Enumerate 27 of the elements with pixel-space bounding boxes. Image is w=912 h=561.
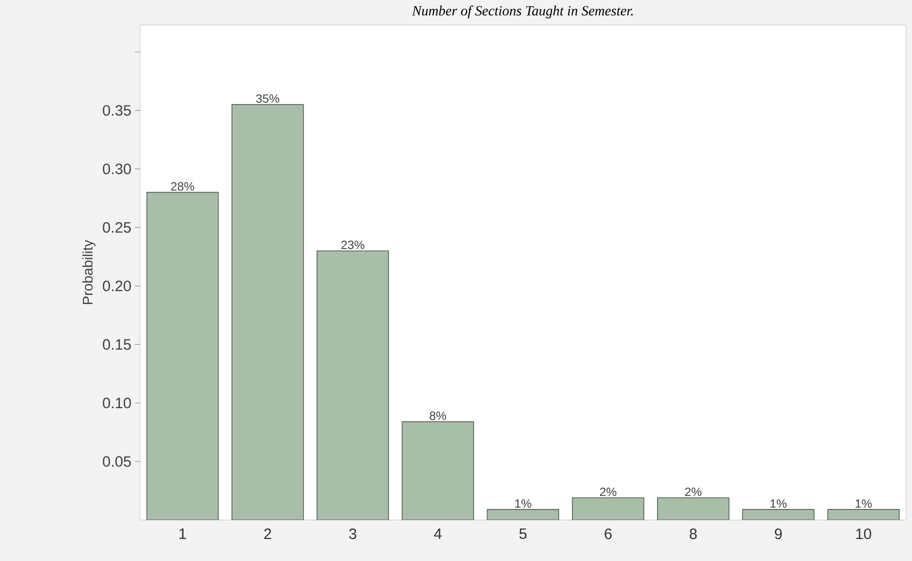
x-tick-label: 9 — [774, 528, 782, 540]
chart-title: Number of Sections Taught in Semester. — [412, 6, 633, 18]
y-axis-title: Probability — [82, 240, 96, 304]
x-tick-label: 2 — [264, 528, 272, 539]
y-tick-label: 0.10 — [102, 398, 131, 408]
y-tick-label: 0.25 — [102, 222, 131, 233]
data-label: 23% — [341, 240, 364, 250]
data-label: 28% — [171, 182, 194, 191]
y-tick-label: 0.05 — [102, 456, 131, 467]
x-tick-label: 8 — [690, 528, 697, 540]
y-tick-label: 0.15 — [102, 339, 131, 350]
data-label: 2% — [600, 488, 616, 496]
x-tick-label: 4 — [434, 528, 442, 539]
data-label: 2% — [685, 488, 702, 496]
data-label: 1% — [515, 499, 532, 508]
data-label: 35% — [256, 94, 280, 103]
x-tick-label: 5 — [519, 528, 527, 539]
x-tick-label: 1 — [180, 528, 186, 539]
y-tick-label: 0.30 — [102, 164, 131, 174]
x-tick-label: 3 — [349, 528, 356, 540]
data-label: 1% — [770, 499, 787, 508]
x-tick-label: 10 — [856, 528, 872, 540]
x-tick-label: 6 — [604, 528, 612, 540]
data-label: 1% — [856, 499, 872, 508]
y-tick-label: 0.20 — [102, 280, 131, 292]
y-tick-label: 0.35 — [102, 105, 131, 116]
data-label: 8% — [430, 411, 446, 420]
